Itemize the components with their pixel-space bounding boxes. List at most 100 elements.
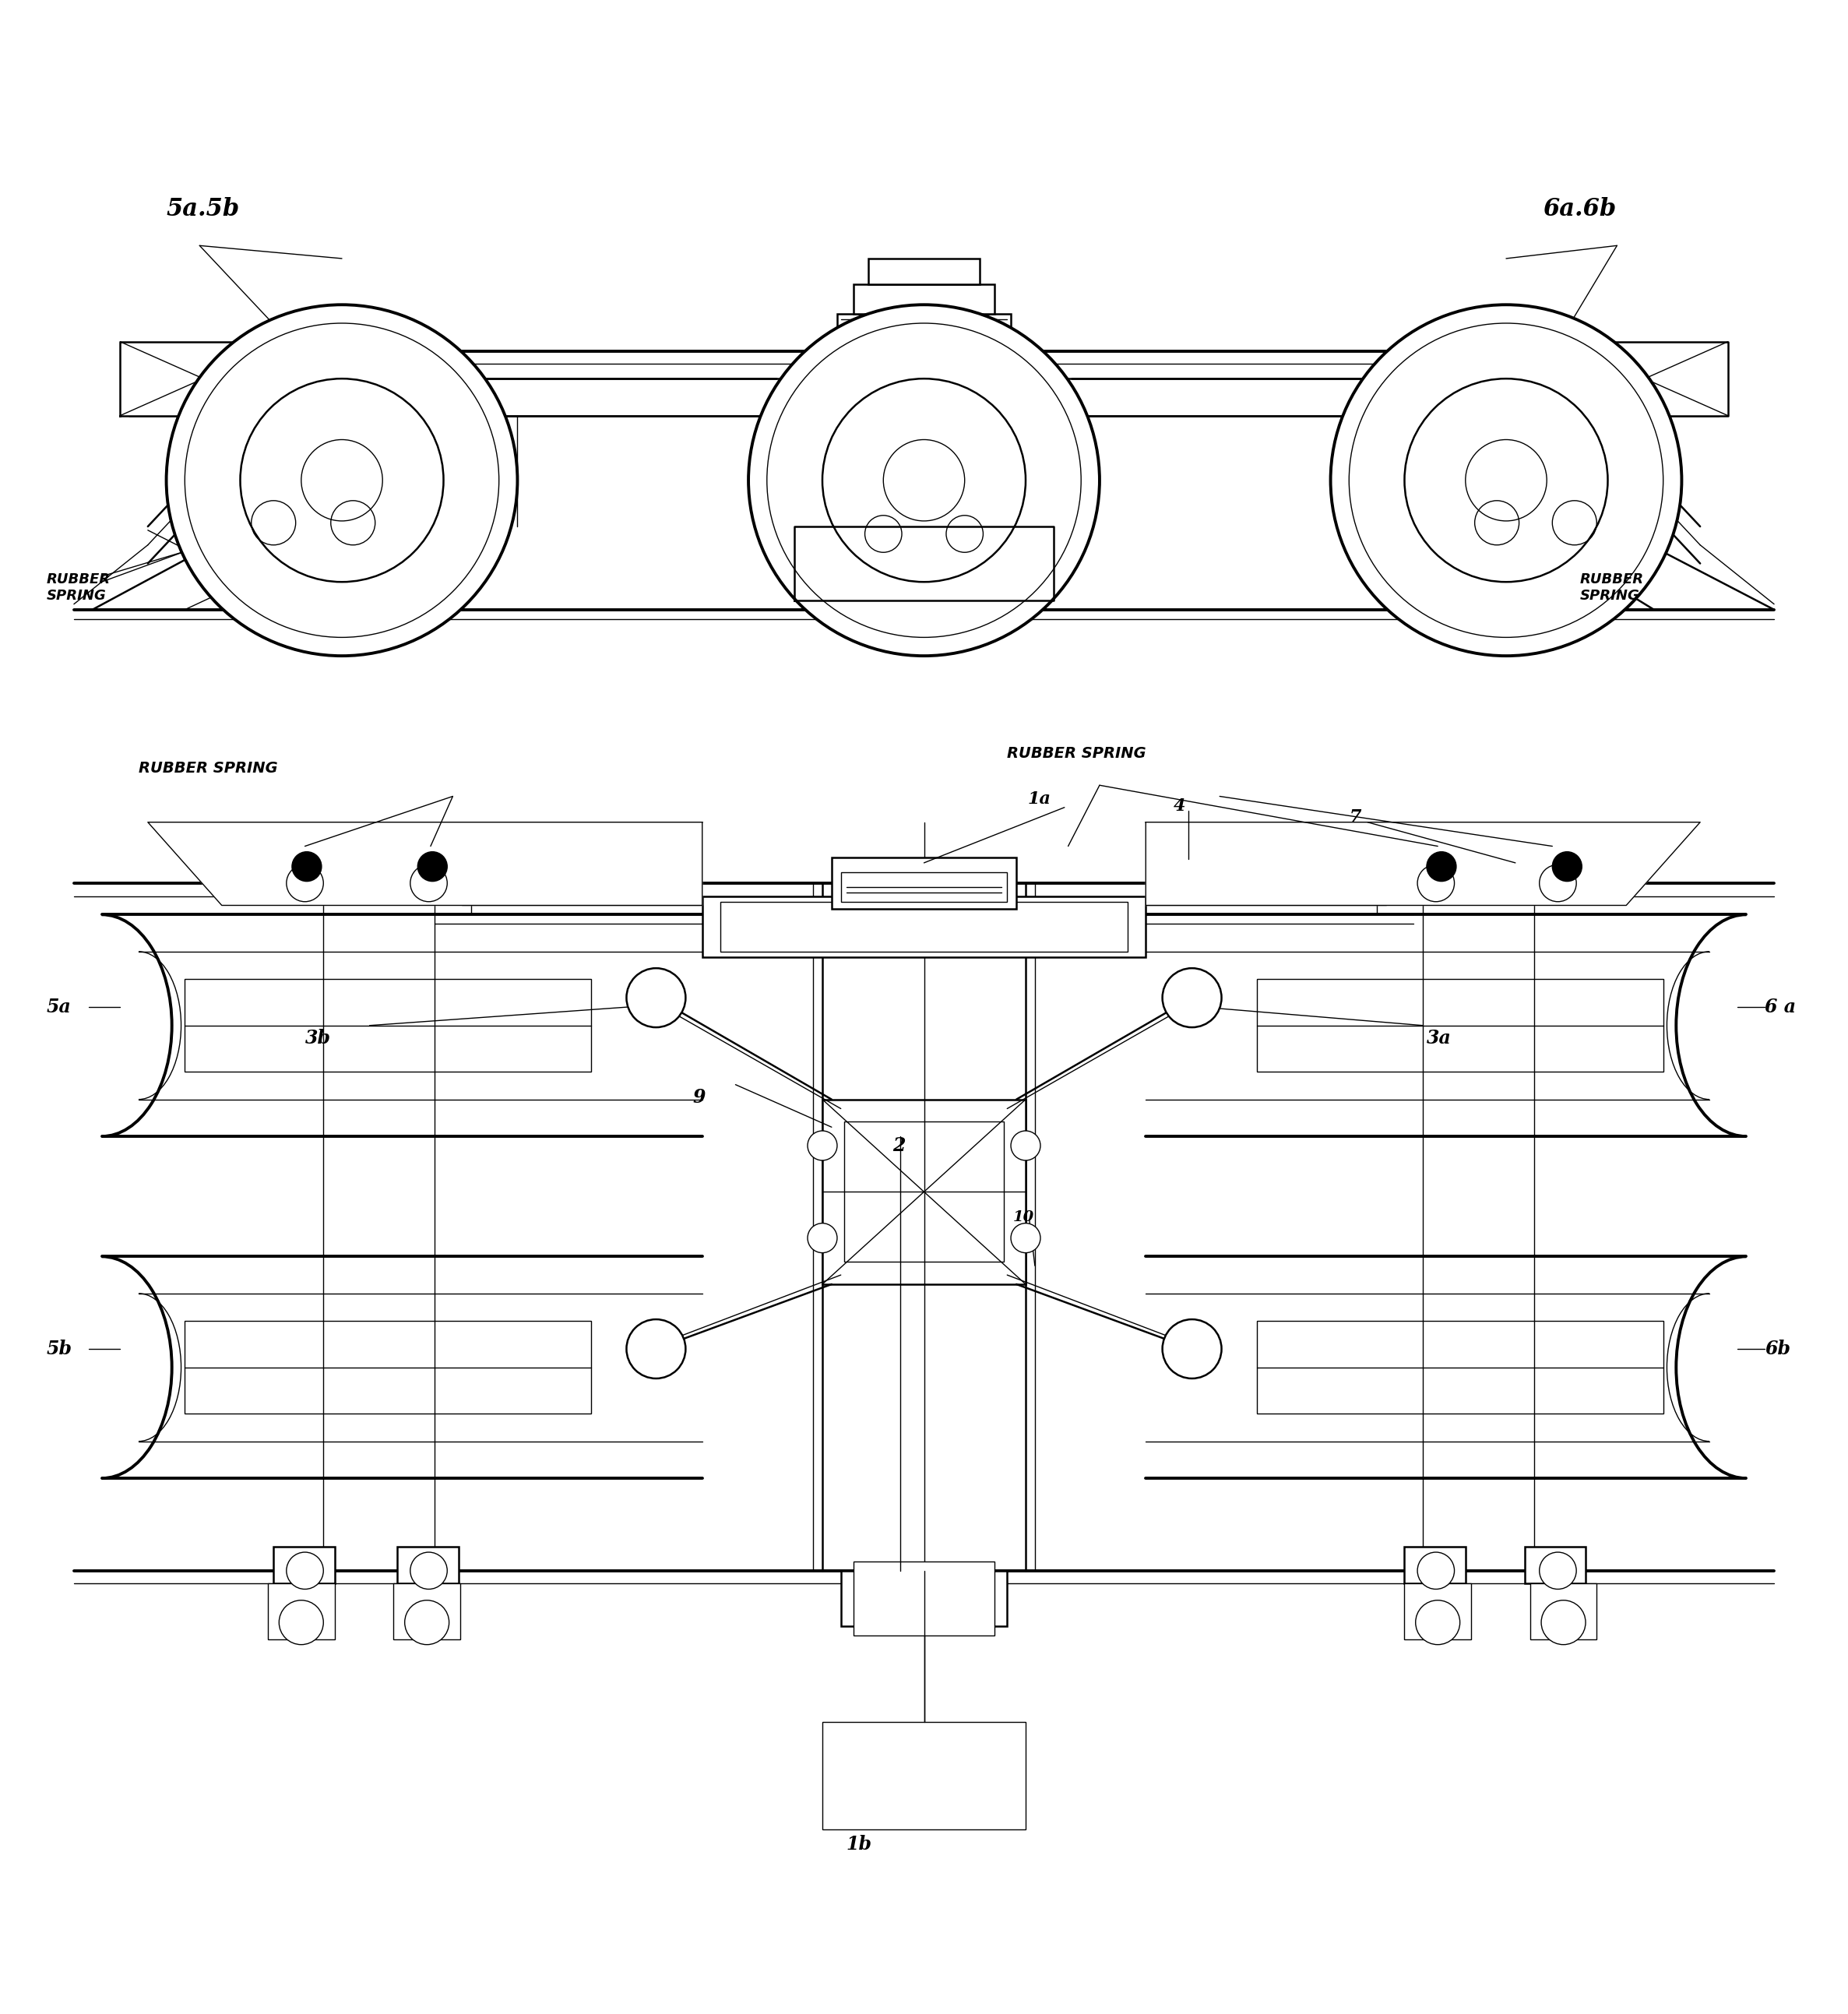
Bar: [1404, 1547, 1465, 1583]
Circle shape: [418, 852, 447, 882]
Circle shape: [1011, 1130, 1040, 1160]
Polygon shape: [795, 526, 1053, 600]
Circle shape: [883, 439, 965, 522]
Bar: [268, 1583, 334, 1639]
Circle shape: [808, 1130, 837, 1160]
Text: 6 a: 6 a: [1765, 997, 1796, 1017]
Bar: [837, 314, 1011, 346]
Circle shape: [626, 969, 686, 1027]
Text: RUBBER
SPRING: RUBBER SPRING: [46, 572, 111, 602]
Bar: [1530, 1583, 1597, 1639]
Circle shape: [808, 1222, 837, 1253]
Bar: [1257, 979, 1663, 1071]
Circle shape: [279, 1601, 323, 1645]
Bar: [854, 1561, 994, 1635]
Bar: [1257, 1321, 1663, 1414]
Bar: [1473, 499, 1547, 554]
Circle shape: [1552, 852, 1582, 882]
Circle shape: [767, 322, 1081, 636]
Bar: [835, 1732, 1013, 1821]
Circle shape: [410, 1553, 447, 1589]
Bar: [1538, 848, 1597, 878]
Circle shape: [240, 379, 444, 582]
Text: 3b: 3b: [305, 1029, 331, 1047]
Text: RUBBER SPRING: RUBBER SPRING: [139, 761, 277, 775]
Polygon shape: [120, 342, 286, 415]
Bar: [854, 284, 994, 314]
Bar: [846, 864, 1002, 902]
Text: 1b: 1b: [846, 1835, 872, 1853]
Polygon shape: [1146, 822, 1700, 906]
Bar: [845, 1122, 1003, 1263]
Text: 5a: 5a: [46, 997, 70, 1017]
Text: 7: 7: [1349, 810, 1362, 826]
Circle shape: [822, 379, 1026, 582]
Bar: [185, 1321, 591, 1414]
Circle shape: [410, 864, 447, 902]
Text: 1a: 1a: [1027, 789, 1052, 808]
Text: RUBBER SPRING: RUBBER SPRING: [1007, 747, 1146, 761]
Circle shape: [1539, 864, 1576, 902]
Circle shape: [166, 304, 517, 657]
Bar: [1404, 860, 1465, 896]
Circle shape: [1162, 1319, 1222, 1378]
Text: RUBBER
SPRING: RUBBER SPRING: [1580, 572, 1645, 602]
Circle shape: [286, 864, 323, 902]
Circle shape: [1404, 379, 1608, 582]
Polygon shape: [148, 822, 702, 906]
Circle shape: [626, 1319, 686, 1378]
Bar: [274, 860, 334, 896]
Text: 10: 10: [1013, 1210, 1033, 1225]
Bar: [822, 1100, 1026, 1285]
Text: 9: 9: [693, 1088, 706, 1108]
Circle shape: [292, 852, 322, 882]
Bar: [841, 872, 1007, 902]
Bar: [397, 860, 458, 896]
Bar: [403, 848, 462, 878]
Bar: [397, 1547, 458, 1583]
Circle shape: [1349, 322, 1663, 636]
Circle shape: [1417, 864, 1454, 902]
Bar: [394, 1583, 460, 1639]
Bar: [1525, 1547, 1586, 1583]
Bar: [822, 1722, 1026, 1829]
Circle shape: [301, 439, 383, 522]
Circle shape: [1331, 304, 1682, 657]
Circle shape: [748, 304, 1100, 657]
Bar: [869, 258, 979, 284]
Bar: [1412, 848, 1471, 878]
Text: 2: 2: [893, 1136, 906, 1156]
Circle shape: [185, 322, 499, 636]
Circle shape: [286, 1553, 323, 1589]
Polygon shape: [1562, 342, 1728, 415]
Bar: [249, 499, 323, 554]
Bar: [185, 979, 591, 1071]
Text: 3a: 3a: [1427, 1029, 1451, 1047]
Text: 6a.6b: 6a.6b: [1543, 197, 1617, 222]
Bar: [274, 1547, 334, 1583]
Bar: [822, 534, 1026, 592]
Bar: [841, 1571, 1007, 1625]
Circle shape: [1539, 1553, 1576, 1589]
Bar: [832, 858, 1016, 908]
Bar: [859, 510, 989, 560]
Text: 4: 4: [1173, 798, 1186, 816]
Bar: [702, 896, 1146, 957]
Circle shape: [1011, 1222, 1040, 1253]
Circle shape: [405, 1601, 449, 1645]
Bar: [1525, 860, 1586, 896]
Circle shape: [1465, 439, 1547, 522]
Bar: [1404, 1583, 1471, 1639]
Bar: [329, 501, 375, 548]
Circle shape: [1427, 852, 1456, 882]
Text: 5b: 5b: [46, 1339, 72, 1357]
Bar: [277, 848, 336, 878]
Text: 6b: 6b: [1765, 1339, 1791, 1357]
Circle shape: [1416, 1601, 1460, 1645]
Bar: [1552, 501, 1599, 548]
Bar: [721, 902, 1127, 951]
Bar: [850, 501, 998, 568]
Circle shape: [1541, 1601, 1586, 1645]
Circle shape: [1162, 969, 1222, 1027]
Text: 5a.5b: 5a.5b: [166, 197, 240, 222]
